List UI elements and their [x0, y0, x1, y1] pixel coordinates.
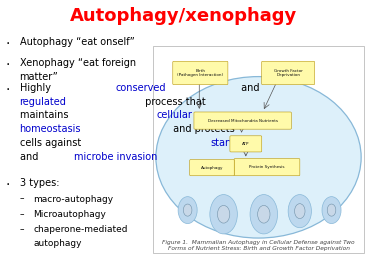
Text: homeostasis: homeostasis — [20, 124, 81, 134]
Text: –: – — [20, 195, 24, 204]
Text: maintains: maintains — [20, 110, 71, 120]
Ellipse shape — [322, 197, 341, 224]
Ellipse shape — [250, 195, 277, 234]
Ellipse shape — [178, 197, 197, 224]
Text: Figure 1.  Mammalian Autophagy in Cellular Defense against Two
Forms of Nutrient: Figure 1. Mammalian Autophagy in Cellula… — [162, 240, 355, 251]
Text: cells against: cells against — [20, 138, 84, 148]
Text: macro-autophagy: macro-autophagy — [33, 195, 113, 204]
Ellipse shape — [258, 205, 270, 223]
Ellipse shape — [288, 195, 311, 228]
FancyBboxPatch shape — [173, 61, 228, 85]
Text: Decreased Mitochondria Nutrients: Decreased Mitochondria Nutrients — [208, 119, 277, 123]
Text: ·: · — [6, 37, 10, 51]
FancyBboxPatch shape — [153, 46, 364, 253]
Text: Xenophagy “eat foreign: Xenophagy “eat foreign — [20, 58, 136, 68]
Text: autophagy: autophagy — [33, 239, 82, 248]
Text: Microautophagy: Microautophagy — [33, 210, 106, 219]
Text: process that: process that — [142, 97, 206, 107]
FancyBboxPatch shape — [190, 160, 234, 176]
FancyBboxPatch shape — [234, 158, 300, 176]
Text: ·: · — [6, 58, 10, 72]
Text: microbe invasion: microbe invasion — [74, 152, 158, 162]
Text: cellular: cellular — [156, 110, 192, 120]
Ellipse shape — [210, 195, 237, 234]
Text: Birth
(Pathogen Interaction): Birth (Pathogen Interaction) — [177, 69, 223, 77]
Text: conserved: conserved — [115, 83, 166, 93]
Text: Autophagy: Autophagy — [201, 166, 223, 170]
FancyBboxPatch shape — [262, 61, 315, 85]
Text: regulated: regulated — [20, 97, 66, 107]
FancyBboxPatch shape — [230, 136, 262, 152]
Text: Highly: Highly — [20, 83, 54, 93]
Text: ·: · — [6, 83, 10, 97]
Text: ·: · — [6, 178, 10, 192]
Text: chaperone-mediated: chaperone-mediated — [33, 225, 128, 234]
Ellipse shape — [327, 204, 336, 216]
FancyBboxPatch shape — [194, 112, 291, 129]
Text: and: and — [20, 152, 41, 162]
Text: matter”: matter” — [20, 72, 58, 82]
Ellipse shape — [217, 205, 230, 223]
Ellipse shape — [156, 76, 361, 238]
Ellipse shape — [183, 204, 192, 216]
Text: –: – — [20, 225, 24, 234]
Text: –: – — [20, 210, 24, 219]
Text: Autophagy “eat onself”: Autophagy “eat onself” — [20, 37, 134, 47]
Text: starvation: starvation — [210, 138, 260, 148]
Text: and protects: and protects — [170, 124, 234, 134]
Text: ATP: ATP — [242, 142, 250, 146]
Ellipse shape — [294, 204, 305, 219]
Text: 3 types:: 3 types: — [20, 178, 59, 188]
Text: and: and — [238, 83, 259, 93]
Text: Autophagy/xenophagy: Autophagy/xenophagy — [70, 7, 298, 25]
Text: Protein Synthesis: Protein Synthesis — [249, 165, 285, 169]
Text: Growth Factor
Deprivation: Growth Factor Deprivation — [274, 69, 302, 77]
